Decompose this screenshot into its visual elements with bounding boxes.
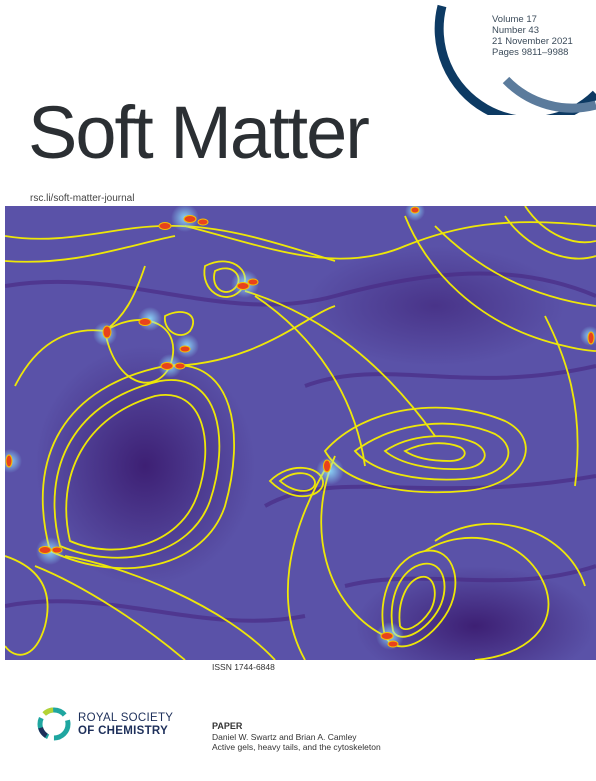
issue-info: Volume 17 Number 43 21 November 2021 Pag… xyxy=(492,14,573,58)
issn: ISSN 1744-6848 xyxy=(212,662,275,672)
paper-title: Active gels, heavy tails, and the cytosk… xyxy=(212,742,381,752)
cover-arc-decoration xyxy=(434,4,596,115)
paper-label: PAPER xyxy=(212,721,243,731)
issue-date: 21 November 2021 xyxy=(492,36,573,47)
issue-number: Number 43 xyxy=(492,25,539,36)
publisher-line-2: OF CHEMISTRY xyxy=(78,725,169,737)
rsc-logo-icon xyxy=(37,707,71,741)
publisher-name: ROYAL SOCIETY OF CHEMISTRY xyxy=(78,712,173,738)
journal-title: Soft Matter xyxy=(28,91,370,174)
publisher-line-1: ROYAL SOCIETY xyxy=(78,712,174,724)
featured-paper: PAPER Daniel W. Swartz and Brian A. Caml… xyxy=(212,721,381,753)
journal-url[interactable]: rsc.li/soft-matter-journal xyxy=(30,193,135,204)
volume-number: Volume 17 xyxy=(492,14,537,25)
cover-artwork xyxy=(5,206,596,660)
paper-authors: Daniel W. Swartz and Brian A. Camley xyxy=(212,731,357,742)
page-range: Pages 9811–9988 xyxy=(492,47,569,58)
